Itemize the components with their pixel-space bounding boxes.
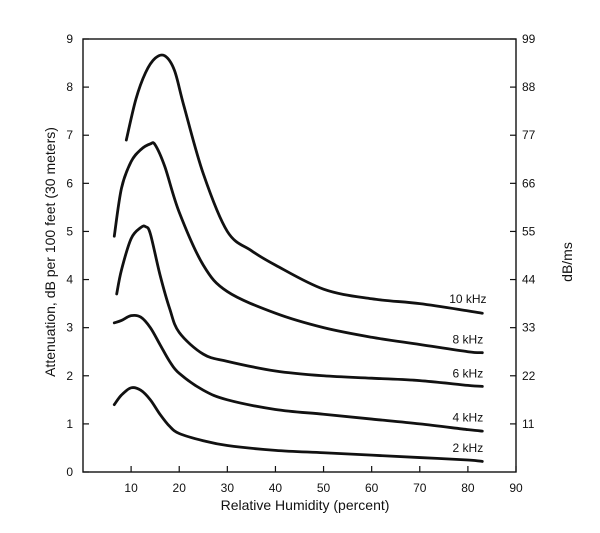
x-tick-label: 10 — [124, 481, 138, 495]
y-tick-label: 8 — [66, 80, 73, 94]
series-line-10-khz — [124, 53, 484, 315]
axis-ticks: 10 20 30 40 50 60 70 80 90 0 1 2 3 4 5 6 7 8 9 11 22 33 44 55 66… — [66, 32, 535, 495]
series-label-6-khz: 6 kHz — [453, 366, 484, 380]
x-tick-label: 30 — [221, 481, 235, 495]
y2-axis-title: dB/ms — [559, 242, 575, 282]
series-label-4-khz: 4 kHz — [453, 411, 484, 425]
y-tick-label: 5 — [66, 224, 73, 238]
curves — [112, 53, 484, 463]
y2-tick-label: 99 — [522, 32, 536, 46]
y-tick-label: 7 — [66, 128, 73, 142]
y-tick-label: 1 — [66, 417, 73, 431]
series-label-8-khz: 8 kHz — [453, 333, 484, 347]
series-labels: 2 kHz 4 kHz 6 kHz 8 kHz 10 kHz — [449, 292, 486, 455]
y2-tick-label: 66 — [522, 176, 536, 190]
x-tick-label: 20 — [173, 481, 187, 495]
y2-tick-label: 33 — [522, 321, 536, 335]
y-tick-label: 9 — [66, 32, 73, 46]
series-label-2-khz: 2 kHz — [453, 441, 484, 455]
series-line-6-khz — [115, 224, 484, 388]
y-tick-label: 3 — [66, 321, 73, 335]
y2-tick-label: 55 — [522, 224, 536, 238]
x-tick-label: 40 — [269, 481, 283, 495]
plot-frame — [82, 38, 517, 473]
x-tick-label: 50 — [317, 481, 331, 495]
y2-tick-label: 22 — [522, 369, 536, 383]
x-axis-title: Relative Humidity (percent) — [221, 497, 390, 513]
y2-tick-label: 11 — [522, 417, 535, 431]
y-tick-label: 0 — [66, 465, 73, 479]
y-tick-label: 2 — [66, 369, 73, 383]
x-tick-label: 90 — [509, 481, 523, 495]
x-tick-label: 70 — [413, 481, 427, 495]
y-tick-label: 6 — [66, 176, 73, 190]
y-tick-label: 4 — [66, 273, 73, 287]
y2-tick-label: 88 — [522, 80, 536, 94]
series-label-10-khz: 10 kHz — [449, 292, 486, 306]
series-line-8-khz — [112, 141, 484, 355]
x-tick-label: 60 — [365, 481, 379, 495]
y2-tick-label: 44 — [522, 273, 536, 287]
series-line-4-khz — [112, 313, 484, 433]
series-line-2-khz — [112, 386, 484, 463]
x-tick-label: 80 — [461, 481, 475, 495]
y2-tick-label: 77 — [522, 128, 536, 142]
y-axis-title: Attenuation, dB per 100 feet (30 meters) — [42, 127, 58, 377]
